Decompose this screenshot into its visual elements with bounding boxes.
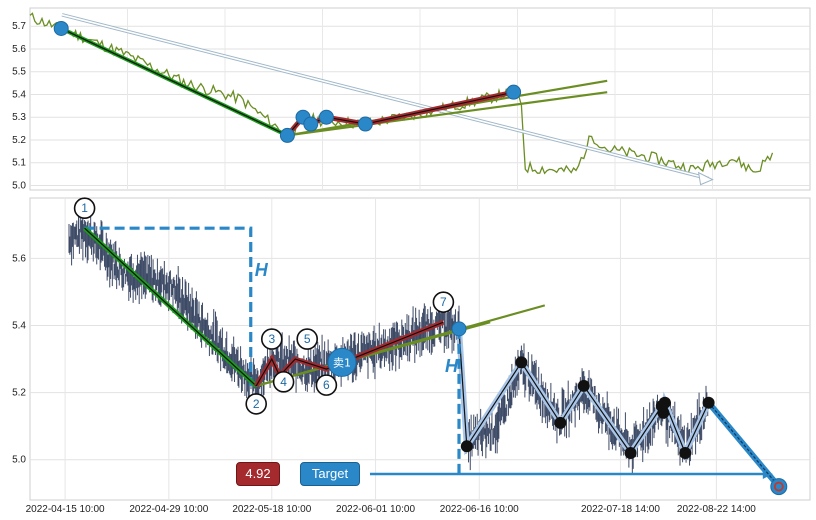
swing-point-marker: [554, 416, 567, 429]
pattern-point-number: 5: [304, 332, 311, 346]
overview-pivot-marker: [303, 116, 319, 132]
overview-pivot-marker: [53, 20, 69, 36]
detail-y-tick-label: 5.2: [12, 388, 26, 399]
swing-point-marker: [577, 379, 590, 392]
detail-panel: 5.0 5.2 5.4 5.6 2022-04-15 10:00 2022-04-29 1…: [12, 197, 811, 515]
swing-point-marker: [658, 396, 671, 409]
overview-pivot-marker: [318, 109, 334, 125]
overview-y-tick-label: 5.6: [12, 44, 26, 55]
overview-downtrend-core: [60, 27, 288, 136]
overview-y-tick-label: 5.1: [12, 158, 26, 169]
breakout-marker: [451, 321, 467, 337]
detail-x-tick-label: 2022-04-29 10:00: [129, 504, 208, 515]
sell-marker-label: 卖1: [333, 356, 351, 369]
overview-y-tick-label: 5.4: [12, 89, 26, 100]
pattern-point-badge: [245, 393, 268, 415]
pattern-point-badge: [272, 371, 295, 393]
target-label-badge: Target: [300, 462, 360, 486]
height-label-right: H: [445, 356, 459, 376]
swing-point-marker: [657, 406, 670, 419]
pattern-point-badge: [315, 374, 338, 396]
detail-x-tick-label: 2022-06-01 10:00: [336, 504, 415, 515]
detail-x-tick-label: 2022-07-18 14:00: [581, 504, 660, 515]
detail-y-tick-label: 5.4: [12, 321, 26, 332]
target-point-marker: [770, 478, 788, 496]
detail-wedge-lower: [255, 321, 491, 387]
pattern-point-number: 6: [323, 378, 330, 392]
overview-pivot-marker: [357, 116, 373, 132]
pattern-point-number: 4: [280, 375, 287, 389]
overview-y-tick-label: 5.5: [12, 67, 26, 78]
overview-pivot-marker: [279, 127, 295, 143]
projection-to-target-core: [708, 402, 780, 487]
pattern-point-number: 2: [253, 397, 260, 411]
pattern-point-badge: [260, 328, 283, 350]
sell-marker: [327, 347, 357, 377]
swing-point-marker: [702, 396, 715, 409]
overview-projection-arrowhead: [697, 171, 714, 186]
overview-y-tick-label: 5.0: [12, 180, 26, 191]
pattern-point-badge: [73, 197, 96, 219]
overview-y-tick-label: 5.7: [12, 21, 26, 32]
swing-point-marker: [460, 440, 473, 453]
target-price-badge: 4.92: [236, 462, 280, 486]
detail-x-tick-label: 2022-06-16 10:00: [440, 504, 519, 515]
overview-y-tick-label: 5.3: [12, 112, 26, 123]
height-label-left: H: [255, 260, 269, 280]
detail-y-tick-label: 5.6: [12, 253, 26, 264]
detail-x-tick-label: 2022-05-18 10:00: [232, 504, 311, 515]
swing-point-marker: [515, 356, 528, 369]
pattern-point-number: 7: [440, 295, 447, 309]
swing-point-marker: [624, 447, 637, 460]
overview-pivot-marker: [506, 84, 522, 100]
detail-x-tick-label: 2022-04-15 10:00: [26, 504, 105, 515]
swing-point-marker: [679, 447, 692, 460]
target-point-ring: [773, 481, 784, 492]
overview-y-tick-label: 5.2: [12, 135, 26, 146]
height-measure-dashed: [84, 226, 253, 386]
detail-y-tick-label: 5.0: [12, 455, 26, 466]
overview-projection-arrow-inner: [61, 14, 709, 180]
pattern-point-badge: [432, 291, 455, 313]
pattern-point-number: 1: [81, 201, 88, 215]
detail-x-tick-label: 2022-08-22 14:00: [677, 504, 756, 515]
pattern-point-number: 3: [268, 332, 275, 346]
pattern-point-badge: [296, 328, 319, 350]
overview-wedge-lower: [287, 91, 608, 137]
detail-downtrend-core: [84, 227, 257, 387]
overview-panel: 5.0 5.1 5.2 5.3 5.4 5.5 5.6 5.7: [12, 7, 811, 191]
